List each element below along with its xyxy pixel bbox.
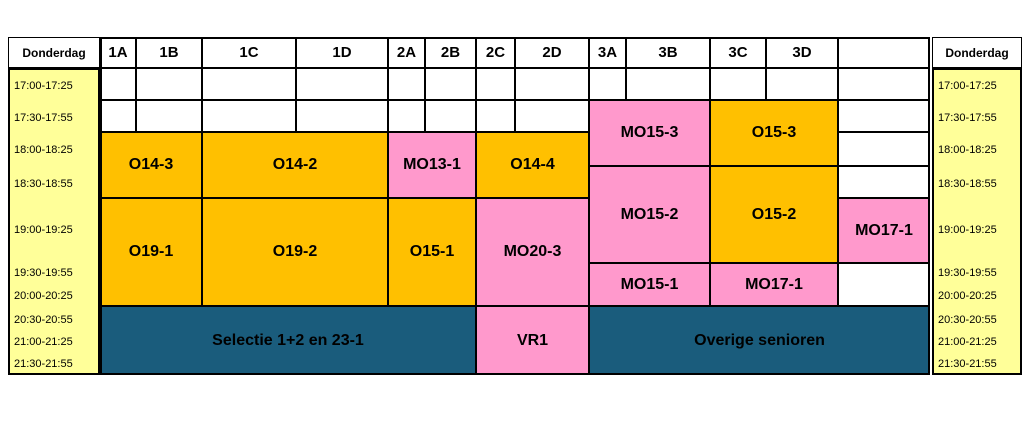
session-overige-senioren: Overige senioren: [589, 306, 930, 375]
time-slot: 19:00-19:25: [14, 224, 73, 236]
time-slot: 18:30-18:55: [14, 178, 73, 190]
time-slot: 20:30-20:55: [14, 314, 73, 326]
empty-slot: [766, 68, 838, 100]
session-o15-2: O15-2: [710, 166, 838, 263]
time-slot: 20:30-20:55: [938, 314, 997, 326]
session-o15-3: O15-3: [710, 100, 838, 166]
empty-slot: [136, 68, 202, 100]
empty-slot: [388, 68, 425, 100]
session-mo20-3: MO20-3: [476, 198, 589, 306]
empty-slot: [838, 263, 930, 306]
col-header-3b: 3B: [626, 37, 710, 68]
session-o15-1: O15-1: [388, 198, 476, 306]
time-slot: 21:00-21:25: [938, 336, 997, 348]
time-slot: 20:00-20:25: [14, 290, 73, 302]
empty-slot: [710, 68, 766, 100]
col-header-1d: 1D: [296, 37, 388, 68]
session-mo15-1: MO15-1: [589, 263, 710, 306]
empty-slot: [296, 68, 388, 100]
day-header-left: Donderdag: [8, 37, 100, 68]
empty-slot: [476, 100, 515, 132]
col-header-1b: 1B: [136, 37, 202, 68]
empty-slot: [425, 100, 476, 132]
session-o19-2: O19-2: [202, 198, 388, 306]
col-header-3a: 3A: [589, 37, 626, 68]
session-mo15-3: MO15-3: [589, 100, 710, 166]
col-header-3c: 3C: [710, 37, 766, 68]
session-mo17-1-right: MO17-1: [838, 198, 930, 263]
time-slot: 21:30-21:55: [14, 358, 73, 370]
session-o14-2: O14-2: [202, 132, 388, 198]
col-header-1c: 1C: [202, 37, 296, 68]
empty-slot: [838, 100, 930, 132]
empty-slot: [202, 68, 296, 100]
empty-slot: [100, 68, 136, 100]
time-slot: 21:00-21:25: [14, 336, 73, 348]
session-mo17-1: MO17-1: [710, 263, 838, 306]
empty-slot: [202, 100, 296, 132]
time-slot: 18:00-18:25: [938, 144, 997, 156]
empty-slot: [515, 100, 589, 132]
session-mo15-2: MO15-2: [589, 166, 710, 263]
empty-slot: [296, 100, 388, 132]
empty-slot: [425, 68, 476, 100]
col-header-3d: 3D: [766, 37, 838, 68]
day-header-right: Donderdag: [932, 37, 1022, 68]
col-header-2d: 2D: [515, 37, 589, 68]
session-selectie: Selectie 1+2 en 23-1: [100, 306, 476, 375]
time-slot: 18:30-18:55: [938, 178, 997, 190]
time-slot: 17:00-17:25: [14, 80, 73, 92]
session-vr1: VR1: [476, 306, 589, 375]
time-column-left: 17:00-17:25 17:30-17:55 18:00-18:25 18:3…: [8, 68, 100, 375]
time-slot: 18:00-18:25: [14, 144, 73, 156]
session-o14-4: O14-4: [476, 132, 589, 198]
empty-slot: [515, 68, 589, 100]
time-slot: 17:30-17:55: [14, 112, 73, 124]
time-slot: 17:00-17:25: [938, 80, 997, 92]
time-slot: 19:30-19:55: [14, 267, 73, 279]
time-column-right: 17:00-17:25 17:30-17:55 18:00-18:25 18:3…: [932, 68, 1022, 375]
col-header-2a: 2A: [388, 37, 425, 68]
session-o14-3: O14-3: [100, 132, 202, 198]
col-header-2c: 2C: [476, 37, 515, 68]
col-header-1a: 1A: [100, 37, 136, 68]
empty-slot: [626, 68, 710, 100]
time-slot: 20:00-20:25: [938, 290, 997, 302]
empty-slot: [589, 68, 626, 100]
col-header-2b: 2B: [425, 37, 476, 68]
empty-slot: [838, 166, 930, 198]
empty-slot: [388, 100, 425, 132]
empty-slot: [838, 132, 930, 166]
empty-slot: [136, 100, 202, 132]
time-slot: 17:30-17:55: [938, 112, 997, 124]
empty-slot: [476, 68, 515, 100]
session-mo13-1: MO13-1: [388, 132, 476, 198]
empty-slot: [100, 100, 136, 132]
empty-slot: [838, 68, 930, 100]
session-o19-1: O19-1: [100, 198, 202, 306]
time-slot: 19:00-19:25: [938, 224, 997, 236]
col-header-extra: [838, 37, 930, 68]
time-slot: 19:30-19:55: [938, 267, 997, 279]
time-slot: 21:30-21:55: [938, 358, 997, 370]
